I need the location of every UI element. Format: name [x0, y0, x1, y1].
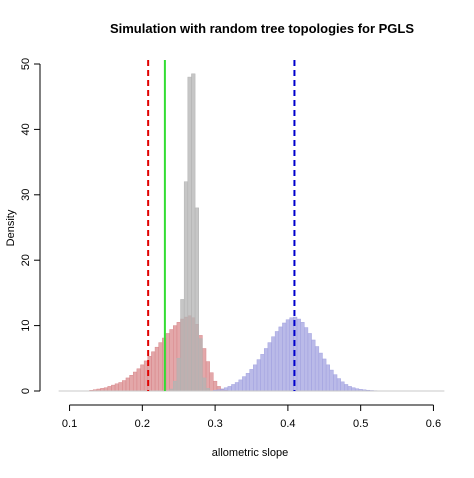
histogram-bar	[286, 320, 290, 391]
histogram-bar	[191, 74, 195, 391]
histogram-bar	[108, 386, 112, 391]
histogram-bar	[170, 330, 174, 391]
histogram-bar	[322, 359, 326, 391]
histogram-bar	[133, 372, 137, 391]
histogram-bar	[181, 299, 185, 391]
histogram-bar	[333, 375, 337, 391]
histogram-bar	[297, 319, 301, 391]
x-tick-label: 0.6	[426, 418, 441, 430]
histogram-bar	[257, 360, 261, 391]
histogram-bar	[246, 373, 250, 391]
histogram-bar	[199, 339, 203, 391]
histogram-bar	[173, 381, 177, 391]
x-tick-label: 0.1	[62, 418, 77, 430]
histogram-bars	[59, 74, 445, 391]
histogram-bar	[166, 333, 170, 391]
x-axis-label: allometric slope	[212, 447, 288, 459]
histogram-bar	[122, 381, 126, 391]
histogram-bar	[119, 382, 123, 391]
histogram-bar	[239, 380, 243, 391]
histogram-bar	[184, 182, 188, 391]
histogram-bar	[268, 343, 272, 391]
histogram-bar	[301, 322, 305, 391]
histogram-bar	[155, 347, 159, 391]
y-tick-label: 50	[20, 58, 32, 70]
x-tick-label: 0.2	[135, 418, 150, 430]
histogram-bar	[304, 328, 308, 391]
histogram-bar	[279, 327, 283, 391]
histogram-bar	[206, 362, 210, 391]
histogram-bar	[228, 386, 232, 391]
histogram-bar	[348, 386, 352, 391]
histogram-bar	[282, 323, 286, 391]
histogram-bar	[290, 318, 294, 391]
x-tick-label: 0.3	[207, 418, 222, 430]
histogram-bar	[330, 370, 334, 391]
histogram-bar	[272, 337, 276, 391]
histogram-bar	[235, 382, 239, 391]
histogram-bar	[195, 208, 199, 391]
y-axis-label: Density	[5, 209, 17, 246]
histogram-bar	[130, 375, 134, 391]
histogram-bar	[344, 384, 348, 391]
chart-title: Simulation with random tree topologies f…	[110, 21, 414, 36]
histogram-bar	[231, 384, 235, 391]
series-0-bars	[90, 316, 228, 391]
histogram-bar	[177, 358, 181, 391]
histogram-bar	[126, 378, 130, 391]
histogram-bar	[337, 379, 341, 391]
histogram-bar	[253, 365, 257, 391]
y-tick-label: 40	[20, 123, 32, 135]
histogram-bar	[264, 348, 268, 391]
y-tick-label: 20	[20, 254, 32, 266]
histogram-bar	[202, 378, 206, 391]
histogram-bar	[137, 369, 141, 391]
histogram-bar	[242, 377, 246, 391]
histogram-bar	[111, 385, 115, 391]
histogram-bar	[308, 333, 312, 391]
y-tick-label: 0	[20, 388, 32, 394]
histogram-bar	[319, 353, 323, 391]
x-tick-label: 0.5	[353, 418, 368, 430]
histogram-bar	[188, 77, 192, 391]
histogram-bar	[275, 331, 279, 391]
histogram-bar	[326, 365, 330, 391]
histogram-bar	[250, 369, 254, 391]
histogram-bar	[141, 365, 145, 391]
histogram-bar	[315, 347, 319, 391]
histogram-bar	[261, 354, 265, 391]
histogram-bar	[213, 381, 217, 391]
histogram-bar	[312, 340, 316, 391]
histogram-bar	[151, 352, 155, 391]
axes: 0.1 0.2 0.3 0.4 0.5 0.6 0 10 20 30 40 50	[20, 58, 441, 430]
histogram-bar	[210, 373, 214, 391]
y-tick-label: 10	[20, 319, 32, 331]
histogram-bar	[115, 384, 119, 391]
x-tick-label: 0.4	[280, 418, 295, 430]
histogram-bar	[341, 382, 345, 391]
histogram-bar	[159, 343, 163, 391]
y-tick-label: 30	[20, 189, 32, 201]
